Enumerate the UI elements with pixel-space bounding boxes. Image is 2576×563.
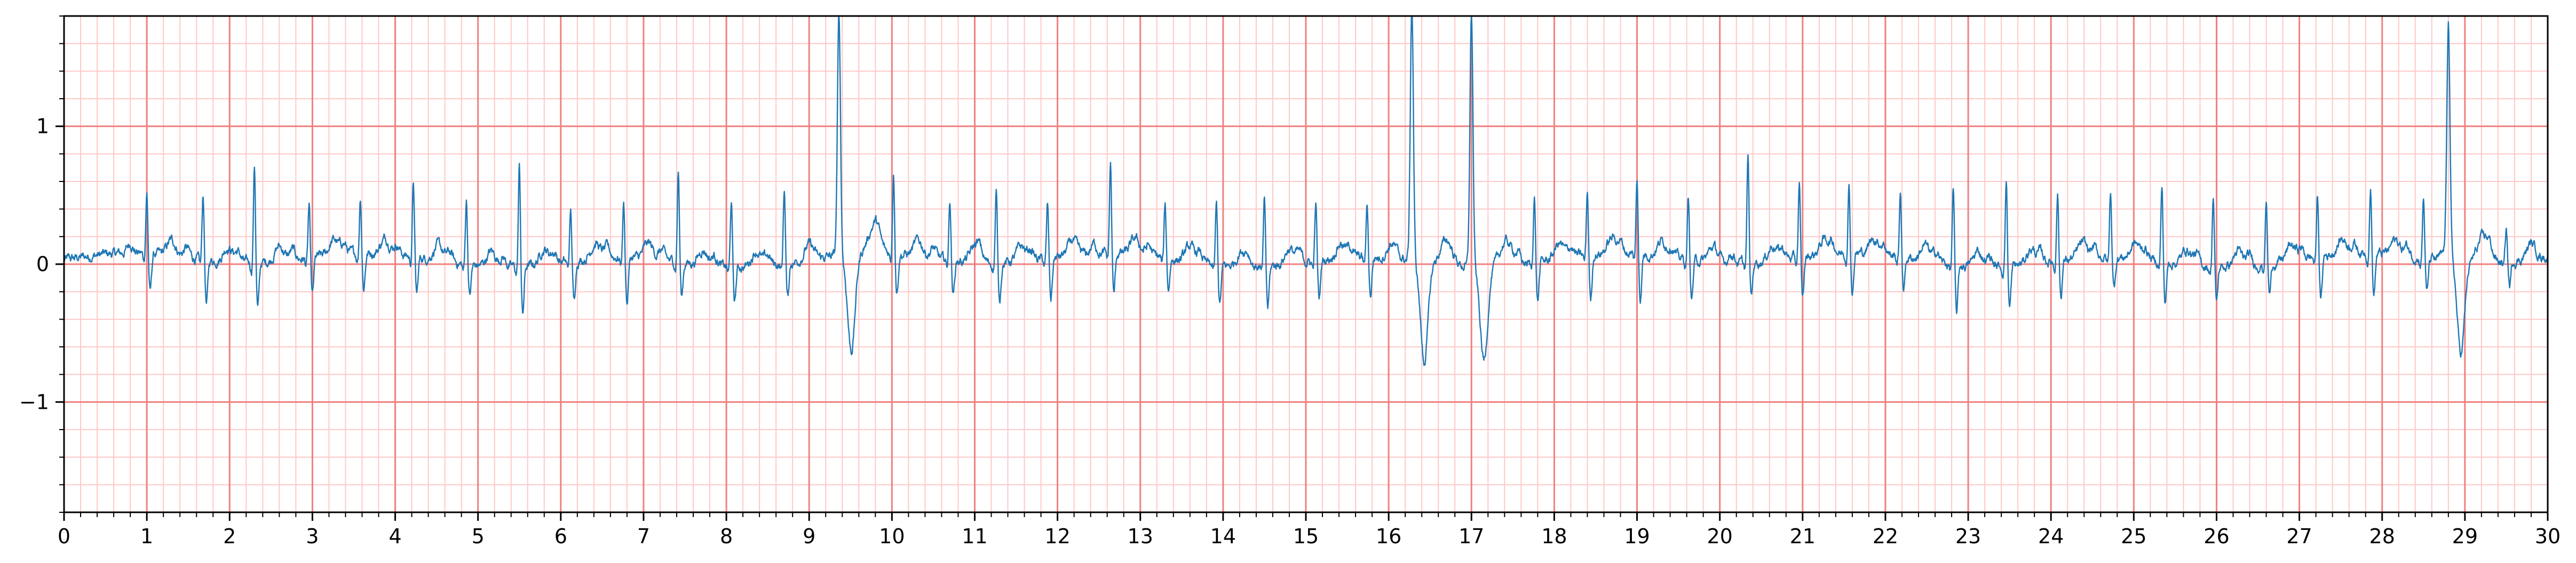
ecg-trace-line [63,15,2549,366]
x-tick-label: 22 [1873,525,1898,548]
x-tick-label: 29 [2452,525,2478,548]
x-tick-label: 26 [2204,525,2229,548]
y-tick-label: 0 [36,252,49,276]
x-tick-label: 2 [223,525,236,548]
x-tick-label: 13 [1128,525,1153,548]
x-axis-tick-labels: 0 1 2 3 4 5 6 7 8 9 10 11 12 13 14 15 16 17 18 19 20 21 22 23 24… [58,525,2561,548]
y-tick-label: 1 [36,115,49,138]
x-tick-label: 14 [1210,525,1236,548]
x-tick-label: 0 [58,525,70,548]
x-tick-label: 10 [879,525,905,548]
x-tick-label: 21 [1790,525,1816,548]
x-tick-label: 24 [2038,525,2064,548]
x-tick-label: 19 [1624,525,1650,548]
x-tick-label: 11 [962,525,987,548]
x-tick-label: 17 [1459,525,1484,548]
y-axis-tick-labels: −1 0 1 [19,115,49,414]
x-tick-label: 9 [803,525,815,548]
x-tick-label: 23 [1955,525,1981,548]
y-tick-label: −1 [19,390,49,414]
x-tick-label: 6 [554,525,567,548]
x-tick-label: 7 [637,525,650,548]
x-tick-label: 30 [2535,525,2561,548]
x-tick-label: 4 [389,525,401,548]
x-tick-label: 15 [1293,525,1319,548]
x-tick-label: 12 [1044,525,1070,548]
axis-ticks [56,15,2549,521]
x-tick-label: 18 [1541,525,1567,548]
x-tick-label: 1 [140,525,153,548]
x-tick-label: 3 [306,525,319,548]
x-tick-label: 27 [2286,525,2312,548]
trace-layer [63,15,2549,366]
x-tick-label: 28 [2369,525,2395,548]
x-tick-label: 8 [720,525,733,548]
x-tick-label: 16 [1376,525,1401,548]
x-tick-label: 25 [2121,525,2146,548]
x-tick-label: 20 [1707,525,1732,548]
x-tick-label: 5 [472,525,485,548]
